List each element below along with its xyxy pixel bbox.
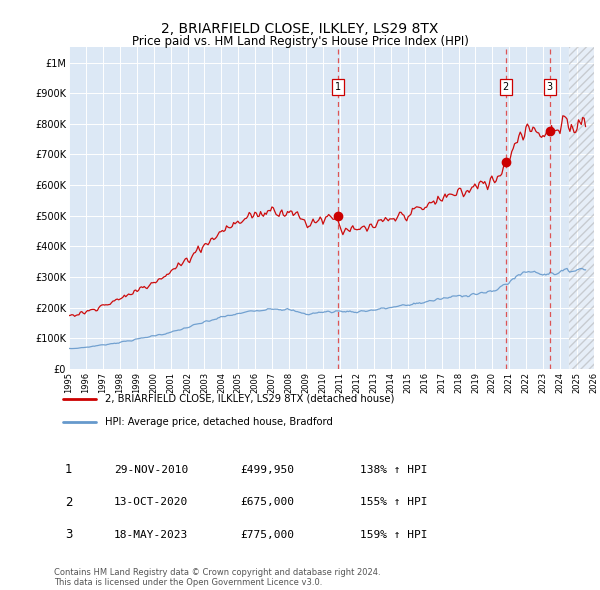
Text: £499,950: £499,950 xyxy=(240,465,294,474)
Text: 2, BRIARFIELD CLOSE, ILKLEY, LS29 8TX (detached house): 2, BRIARFIELD CLOSE, ILKLEY, LS29 8TX (d… xyxy=(106,394,395,404)
Text: 29-NOV-2010: 29-NOV-2010 xyxy=(114,465,188,474)
Text: 1: 1 xyxy=(65,463,72,476)
Text: HPI: Average price, detached house, Bradford: HPI: Average price, detached house, Brad… xyxy=(106,417,334,427)
Text: Price paid vs. HM Land Registry's House Price Index (HPI): Price paid vs. HM Land Registry's House … xyxy=(131,35,469,48)
Text: 3: 3 xyxy=(65,528,72,541)
Text: 138% ↑ HPI: 138% ↑ HPI xyxy=(360,465,427,474)
Text: £775,000: £775,000 xyxy=(240,530,294,539)
Text: 2: 2 xyxy=(503,82,509,92)
Text: £675,000: £675,000 xyxy=(240,497,294,507)
Text: 159% ↑ HPI: 159% ↑ HPI xyxy=(360,530,427,539)
Text: 3: 3 xyxy=(547,82,553,92)
Text: 18-MAY-2023: 18-MAY-2023 xyxy=(114,530,188,539)
Text: 1: 1 xyxy=(335,82,341,92)
Bar xyxy=(569,47,594,369)
Text: 155% ↑ HPI: 155% ↑ HPI xyxy=(360,497,427,507)
Text: Contains HM Land Registry data © Crown copyright and database right 2024.
This d: Contains HM Land Registry data © Crown c… xyxy=(54,568,380,587)
Text: 2: 2 xyxy=(65,496,72,509)
Text: 13-OCT-2020: 13-OCT-2020 xyxy=(114,497,188,507)
Text: 2, BRIARFIELD CLOSE, ILKLEY, LS29 8TX: 2, BRIARFIELD CLOSE, ILKLEY, LS29 8TX xyxy=(161,22,439,37)
